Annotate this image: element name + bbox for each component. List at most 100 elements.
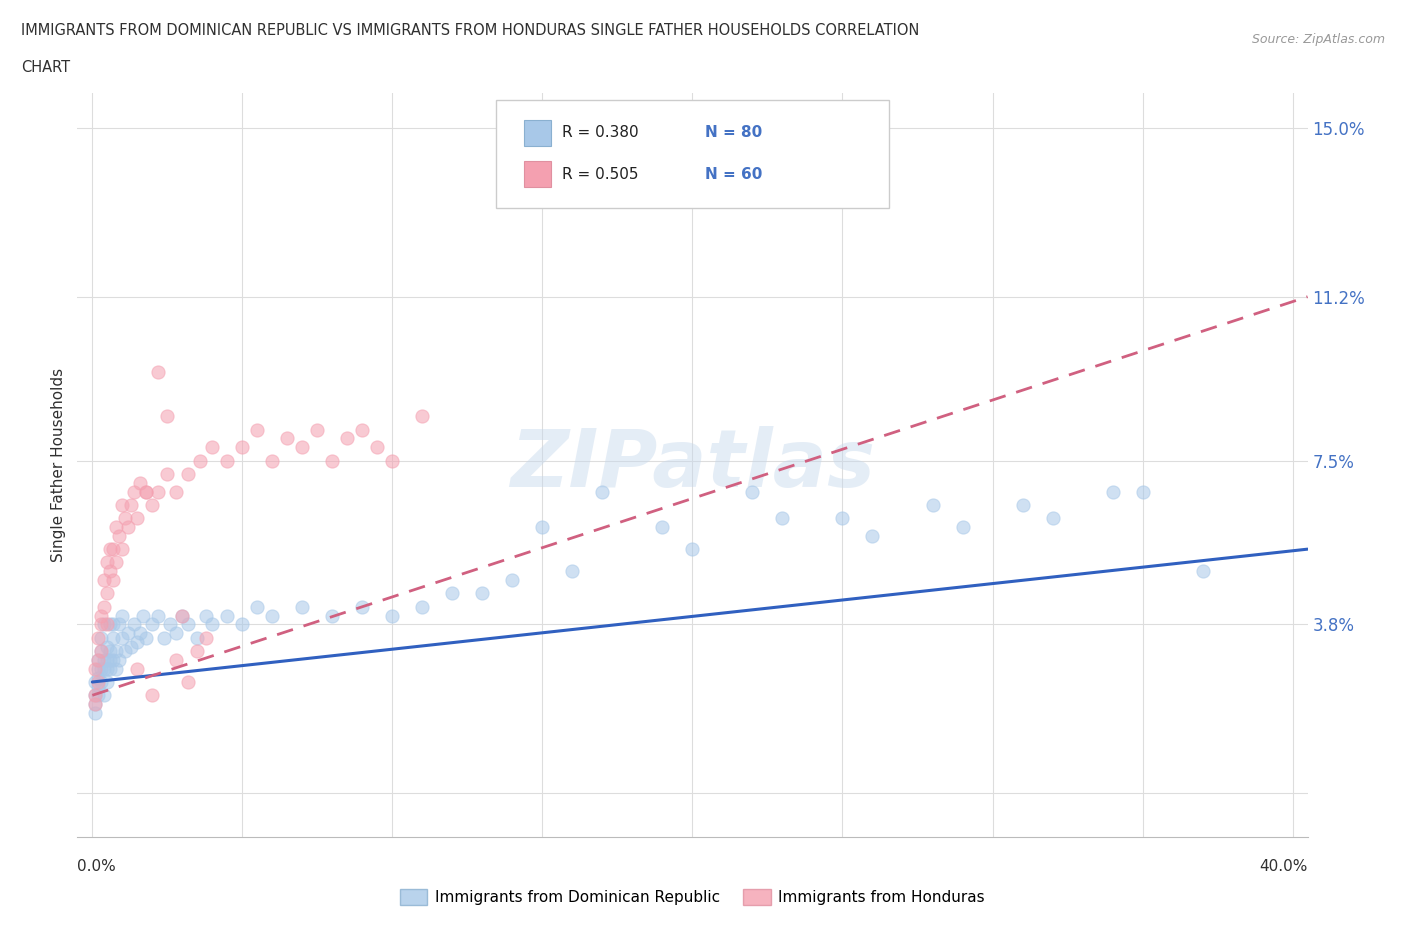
Point — [117, 626, 139, 641]
Point — [381, 608, 404, 623]
Point — [98, 644, 121, 658]
Point — [111, 498, 134, 512]
Point — [114, 644, 136, 658]
Point — [129, 475, 152, 490]
Point — [561, 564, 583, 578]
Point — [93, 617, 115, 631]
Text: CHART: CHART — [21, 60, 70, 75]
Point — [291, 599, 314, 614]
Point — [117, 520, 139, 535]
Point — [201, 440, 224, 455]
Point — [741, 485, 763, 499]
Point — [1042, 511, 1064, 525]
Point — [87, 653, 110, 668]
Point — [84, 674, 107, 689]
Point — [135, 631, 157, 645]
Point — [831, 511, 853, 525]
Point — [156, 467, 179, 482]
Point — [93, 573, 115, 588]
Point — [186, 644, 208, 658]
Point — [188, 453, 212, 468]
Point — [103, 541, 125, 556]
Point — [441, 586, 464, 601]
Point — [93, 653, 115, 668]
Point — [148, 485, 170, 499]
Point — [246, 599, 269, 614]
Point — [96, 674, 118, 689]
Point — [96, 661, 118, 676]
Point — [153, 631, 176, 645]
Point — [87, 631, 110, 645]
Point — [103, 617, 125, 631]
Point — [124, 617, 146, 631]
Point — [217, 608, 239, 623]
Point — [90, 608, 112, 623]
Point — [165, 485, 187, 499]
Point — [336, 431, 359, 445]
Point — [84, 697, 107, 711]
Point — [651, 520, 673, 535]
Point — [103, 573, 125, 588]
Point — [111, 631, 134, 645]
Point — [307, 422, 329, 437]
Point — [172, 608, 194, 623]
Point — [84, 688, 107, 703]
Point — [177, 617, 200, 631]
Point — [276, 431, 298, 445]
Point — [141, 498, 163, 512]
Point — [291, 440, 314, 455]
Point — [165, 626, 187, 641]
Point — [120, 498, 142, 512]
Point — [148, 608, 170, 623]
Point — [90, 661, 112, 676]
Point — [84, 706, 107, 721]
Point — [87, 679, 110, 694]
Point — [84, 688, 107, 703]
Point — [90, 644, 112, 658]
Point — [411, 599, 433, 614]
Point — [195, 608, 218, 623]
Point — [411, 409, 433, 424]
Point — [262, 608, 284, 623]
Y-axis label: Single Father Households: Single Father Households — [51, 368, 66, 562]
Point — [93, 599, 115, 614]
Point — [177, 674, 200, 689]
Point — [952, 520, 974, 535]
Point — [381, 453, 404, 468]
Point — [105, 661, 128, 676]
Point — [201, 617, 224, 631]
Point — [231, 617, 253, 631]
Point — [321, 453, 343, 468]
Point — [156, 409, 179, 424]
Point — [352, 422, 374, 437]
Point — [105, 644, 128, 658]
Point — [1101, 485, 1123, 499]
Point — [591, 485, 613, 499]
Text: Source: ZipAtlas.com: Source: ZipAtlas.com — [1251, 33, 1385, 46]
Point — [96, 617, 118, 631]
Point — [108, 617, 131, 631]
Point — [1191, 564, 1213, 578]
Point — [127, 634, 149, 649]
Point — [87, 653, 110, 668]
Point — [96, 653, 118, 668]
Text: ZIPatlas: ZIPatlas — [510, 426, 875, 504]
Text: 0.0%: 0.0% — [77, 859, 117, 874]
Point — [96, 586, 118, 601]
Text: N = 60: N = 60 — [704, 166, 762, 181]
Point — [127, 661, 149, 676]
FancyBboxPatch shape — [524, 162, 551, 188]
Point — [231, 440, 253, 455]
Point — [114, 511, 136, 525]
Point — [159, 617, 181, 631]
Point — [262, 453, 284, 468]
Point — [682, 541, 704, 556]
Point — [84, 661, 107, 676]
Point — [98, 661, 121, 676]
Point — [141, 688, 163, 703]
Point — [148, 365, 170, 379]
Point — [103, 631, 125, 645]
Point — [87, 674, 110, 689]
Point — [135, 485, 157, 499]
Point — [98, 617, 121, 631]
